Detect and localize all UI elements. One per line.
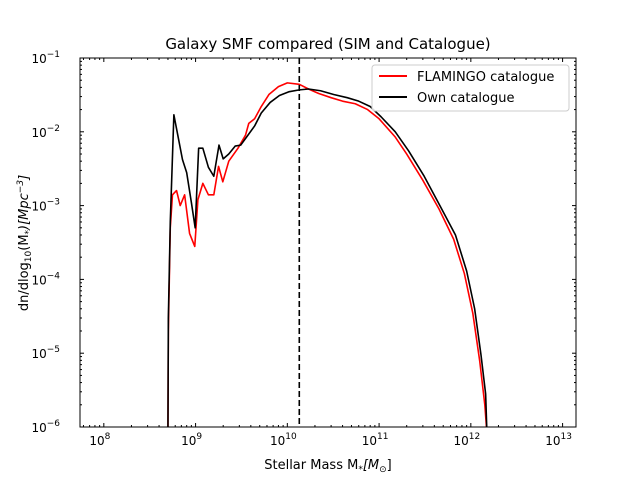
legend-label-own: Own catalogue <box>417 91 514 106</box>
x-axis-label: Stellar Mass M*[M⊙] <box>264 458 392 475</box>
series-line-own <box>167 88 488 427</box>
legend-box <box>371 64 570 112</box>
legend-label-flamingo: FLAMINGO catalogue <box>417 70 554 85</box>
plot-area <box>167 58 488 427</box>
x-tick-label: 1010 <box>270 432 297 448</box>
y-axis-label: dn/dlog10(M*)[Mpc−3] <box>16 175 34 311</box>
legend: FLAMINGO catalogue Own catalogue <box>371 64 570 112</box>
x-tick-label: 108 <box>89 432 110 448</box>
y-tick-label: 10−4 <box>31 271 60 287</box>
y-tick-label: 10−5 <box>31 345 60 361</box>
x-tick-label: 1011 <box>362 432 389 448</box>
y-tick-label: 10−1 <box>31 50 60 66</box>
y-tick-label: 10−6 <box>31 419 60 435</box>
chart-title: Galaxy SMF compared (SIM and Catalogue) <box>165 35 490 53</box>
x-tick-label: 109 <box>181 432 202 448</box>
y-tick-label: 10−3 <box>31 198 60 214</box>
series-line-flamingo <box>167 82 488 427</box>
y-tick-label: 10−2 <box>31 124 60 140</box>
x-tick-label: 1013 <box>545 432 572 448</box>
axes-frame <box>79 57 577 428</box>
x-tick-label: 1012 <box>453 432 480 448</box>
